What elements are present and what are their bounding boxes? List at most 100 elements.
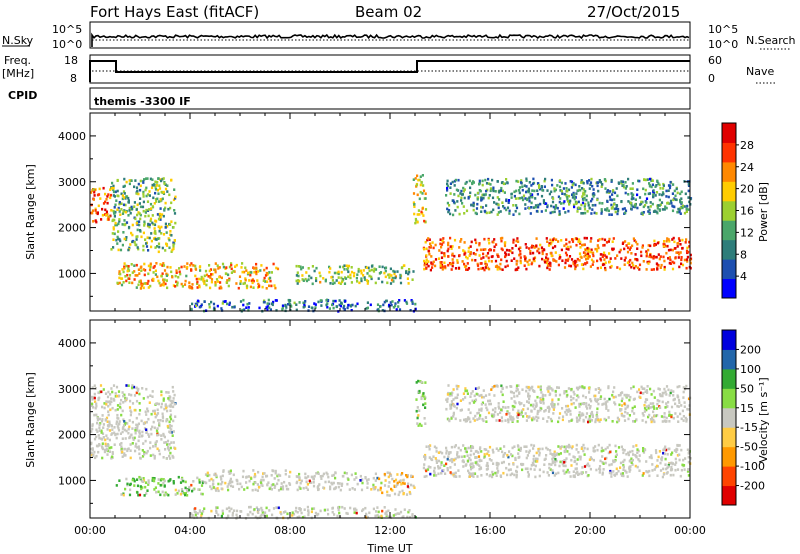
vel-cell <box>488 393 491 396</box>
vel-cell <box>522 415 525 418</box>
vel-cell <box>155 490 158 494</box>
power-cell <box>130 179 133 182</box>
vel-cell <box>668 410 671 414</box>
power-cell <box>687 183 690 186</box>
power-cell <box>165 242 168 246</box>
power-cell <box>479 189 482 193</box>
power-cell <box>558 254 561 257</box>
power-cell <box>525 190 528 194</box>
vel-cell <box>544 457 547 461</box>
vel-cell <box>520 462 523 466</box>
vel-cell <box>485 468 488 471</box>
vel-cell <box>578 418 581 422</box>
vel-cell <box>558 393 562 397</box>
vel-cell <box>498 419 501 422</box>
power-cell <box>117 222 120 226</box>
vel-cell <box>647 404 650 408</box>
vel-cell <box>466 454 469 457</box>
vel-cell <box>425 474 428 478</box>
vel-cell <box>445 398 448 402</box>
vel-cell <box>628 465 631 469</box>
vel-cell <box>343 507 346 510</box>
power-cell <box>338 299 341 302</box>
power-cell <box>505 208 508 212</box>
power-cell <box>565 187 568 190</box>
vel-cell <box>167 397 170 400</box>
vel-cell <box>261 509 264 512</box>
power-cell <box>556 184 559 187</box>
vel-cell <box>450 417 453 420</box>
vel-cell <box>660 415 663 418</box>
power-cell <box>569 264 573 268</box>
vel-cell <box>536 457 539 461</box>
power-cell <box>649 205 652 208</box>
power-cell <box>170 270 173 274</box>
power-cell <box>516 237 519 240</box>
vel-cell <box>551 405 554 408</box>
vel-cell <box>299 481 302 485</box>
power-cell <box>154 198 158 201</box>
vel-cell <box>487 411 491 415</box>
power-cell <box>288 300 291 304</box>
power-cell <box>152 196 155 200</box>
vel-cell <box>411 475 414 478</box>
vel-cell <box>317 472 320 475</box>
power-cell <box>439 242 442 246</box>
vel-cell <box>676 385 679 389</box>
power-cell <box>135 286 138 289</box>
power-cell <box>680 197 683 200</box>
vel-cell <box>120 442 123 445</box>
power-cell <box>449 212 452 216</box>
power-cell <box>471 258 474 262</box>
power-cell <box>567 209 570 213</box>
power-cell <box>585 248 588 251</box>
vel-cell <box>547 390 550 393</box>
vel-cell <box>469 467 473 471</box>
power-cell <box>551 239 554 243</box>
vel-cell <box>611 393 614 397</box>
power-cell <box>180 282 183 286</box>
power-cell <box>116 242 119 245</box>
vel-cell <box>96 418 99 422</box>
power-cell <box>135 263 138 267</box>
vel-cell <box>155 440 158 443</box>
vel-cell <box>116 432 119 436</box>
vel-cell <box>520 411 523 415</box>
vel-cell <box>613 474 617 477</box>
vel-cell <box>544 394 547 397</box>
power-cell <box>689 253 692 257</box>
power-cell <box>158 229 161 233</box>
power-cell <box>128 246 131 250</box>
vel-cell <box>306 488 309 491</box>
vel-cell <box>260 483 263 486</box>
power-cell <box>141 205 145 209</box>
vel-cell <box>611 420 614 423</box>
vel-cell <box>478 464 481 467</box>
power-cell <box>452 213 455 217</box>
vel-cell <box>355 476 358 479</box>
power-cell <box>484 266 487 269</box>
power-cell <box>267 298 270 302</box>
power-cell <box>135 235 138 239</box>
power-cell <box>497 206 500 210</box>
vel-cell <box>529 467 532 471</box>
vel-cell <box>214 487 217 491</box>
vel-cell <box>684 457 687 460</box>
vel-cell <box>233 509 236 512</box>
power-cell <box>449 182 452 185</box>
power-cell <box>460 238 463 241</box>
vel-cell <box>360 488 364 492</box>
power-cell <box>387 273 390 277</box>
vel-cell <box>425 445 428 448</box>
vel-cell <box>589 398 592 401</box>
vel-cell <box>102 426 105 429</box>
power-cell <box>192 264 195 267</box>
power-cell <box>624 256 627 260</box>
vel-cell <box>509 418 512 421</box>
vel-cell <box>435 474 438 477</box>
power-cell <box>618 267 622 271</box>
vel-cell <box>414 516 417 519</box>
vel-cell <box>502 455 505 458</box>
power-cell <box>557 195 560 199</box>
vel-cell <box>482 419 485 423</box>
